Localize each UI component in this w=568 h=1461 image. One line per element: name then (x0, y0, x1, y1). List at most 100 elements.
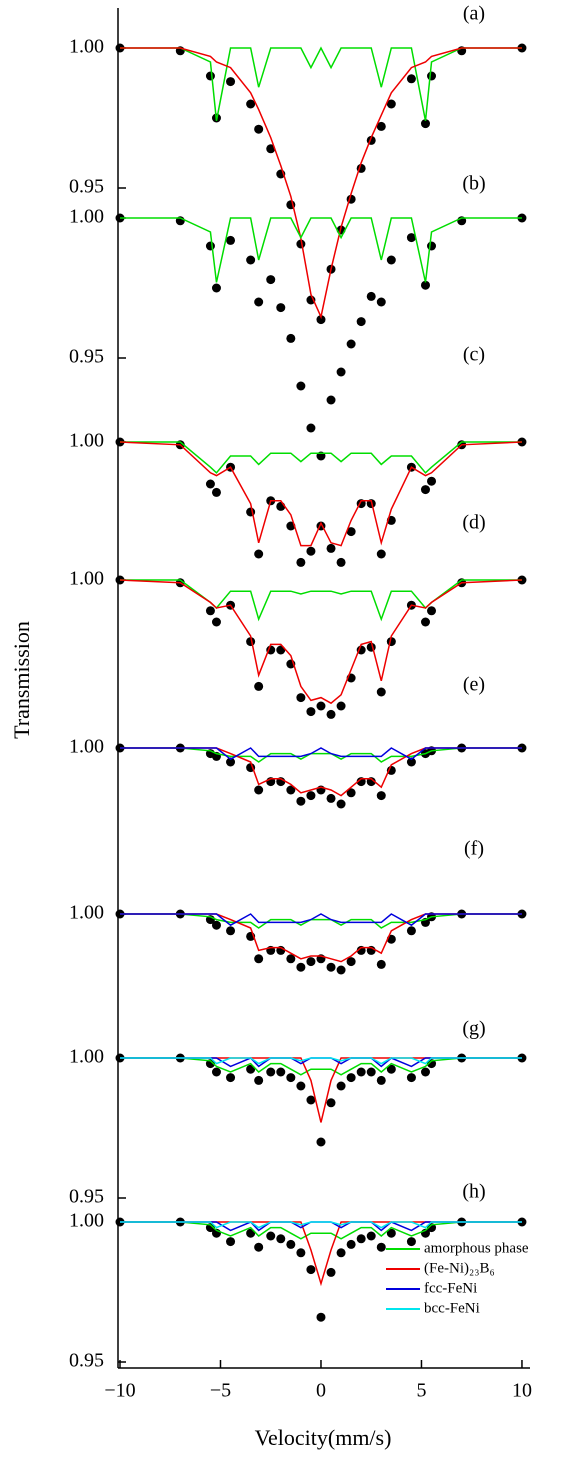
data-point (266, 144, 276, 154)
data-point (427, 1059, 437, 1069)
panel-label: (f) (464, 838, 484, 860)
data-point (316, 315, 326, 325)
panel-label: (a) (463, 3, 485, 25)
data-point (211, 283, 221, 293)
y-tick-label: 1.00 (69, 1046, 104, 1068)
y-tick-label: 0.95 (69, 346, 104, 368)
y-tick-label: 1.00 (69, 430, 104, 452)
x-tick-label: −5 (210, 1380, 231, 1402)
data-point (205, 71, 215, 81)
data-point (336, 965, 346, 975)
data-point (326, 395, 336, 405)
data-point (336, 799, 346, 809)
data-point (226, 235, 236, 245)
data-point (356, 645, 366, 655)
data-point (316, 701, 326, 711)
data-point (376, 121, 386, 131)
fit-line (120, 1221, 522, 1240)
data-point (296, 381, 306, 391)
y-tick-label: 1.00 (69, 206, 104, 228)
data-point (306, 423, 316, 433)
legend: amorphous phase (Fe-Ni)₂₃B₆ fcc-FeNi bcc-Fe… (386, 1240, 529, 1316)
data-point (427, 241, 437, 251)
data-point (336, 1248, 346, 1258)
fit-line (120, 1057, 522, 1123)
data-point (356, 1067, 366, 1077)
data-point (376, 1242, 386, 1252)
fit-line (120, 747, 522, 797)
legend-label: fcc-FeNi (424, 1280, 477, 1296)
data-point (420, 485, 430, 495)
data-point (376, 687, 386, 697)
fit-line (120, 1057, 522, 1065)
data-point (226, 1073, 236, 1083)
data-point (266, 1231, 276, 1241)
data-point (296, 693, 306, 703)
data-point (226, 77, 236, 87)
fit-line (120, 913, 522, 927)
data-point (326, 793, 336, 803)
data-point (406, 757, 416, 767)
data-point (346, 788, 356, 798)
data-point (306, 1095, 316, 1105)
data-point (427, 476, 437, 486)
fit-line (120, 217, 522, 283)
fit-line (120, 913, 522, 929)
data-point (406, 233, 416, 243)
data-point (406, 74, 416, 84)
y-tick-label: 1.00 (69, 568, 104, 590)
data-point (356, 1234, 366, 1244)
data-point (336, 1081, 346, 1091)
data-point (376, 549, 386, 559)
data-point (376, 1075, 386, 1085)
data-point (286, 333, 296, 343)
data-point (336, 367, 346, 377)
data-point (254, 124, 264, 134)
data-point (254, 785, 264, 795)
data-point (306, 957, 316, 967)
data-point (226, 1237, 236, 1247)
panel-label: (d) (462, 512, 485, 534)
data-point (406, 926, 416, 936)
data-point (226, 757, 236, 767)
data-point (366, 291, 376, 301)
data-point (296, 1081, 306, 1091)
data-point (386, 255, 396, 265)
y-tick-label: 0.95 (69, 1186, 104, 1208)
y-axis-title: Transmission (9, 621, 34, 739)
fit-line (120, 747, 522, 761)
data-point (254, 1242, 264, 1252)
data-point (205, 479, 215, 489)
data-point (246, 99, 256, 109)
data-point (211, 487, 221, 497)
data-point (296, 1248, 306, 1258)
legend-label: bcc-FeNi (424, 1300, 480, 1316)
data-point (266, 1067, 276, 1077)
data-point (386, 99, 396, 109)
data-point (306, 1265, 316, 1275)
y-tick-label: 0.95 (69, 176, 104, 198)
data-point (366, 1067, 376, 1077)
fit-line (120, 579, 522, 622)
data-point (296, 239, 306, 249)
data-point (326, 962, 336, 972)
data-point (211, 617, 221, 627)
data-point (296, 557, 306, 567)
data-point (286, 954, 296, 964)
x-tick-label: −10 (104, 1380, 135, 1402)
data-point (254, 1075, 264, 1085)
fit-line (120, 46, 522, 121)
data-point (276, 1067, 286, 1077)
panel-label: (h) (462, 1181, 485, 1203)
data-point (356, 317, 366, 327)
fit-line (120, 1221, 522, 1229)
data-point (246, 507, 256, 517)
data-point (346, 1239, 356, 1249)
fit-line (120, 47, 522, 320)
data-point (266, 645, 276, 655)
x-tick-label: 0 (316, 1380, 326, 1402)
y-tick-label: 1.00 (69, 36, 104, 58)
data-point (266, 275, 276, 285)
data-point (316, 1312, 326, 1322)
